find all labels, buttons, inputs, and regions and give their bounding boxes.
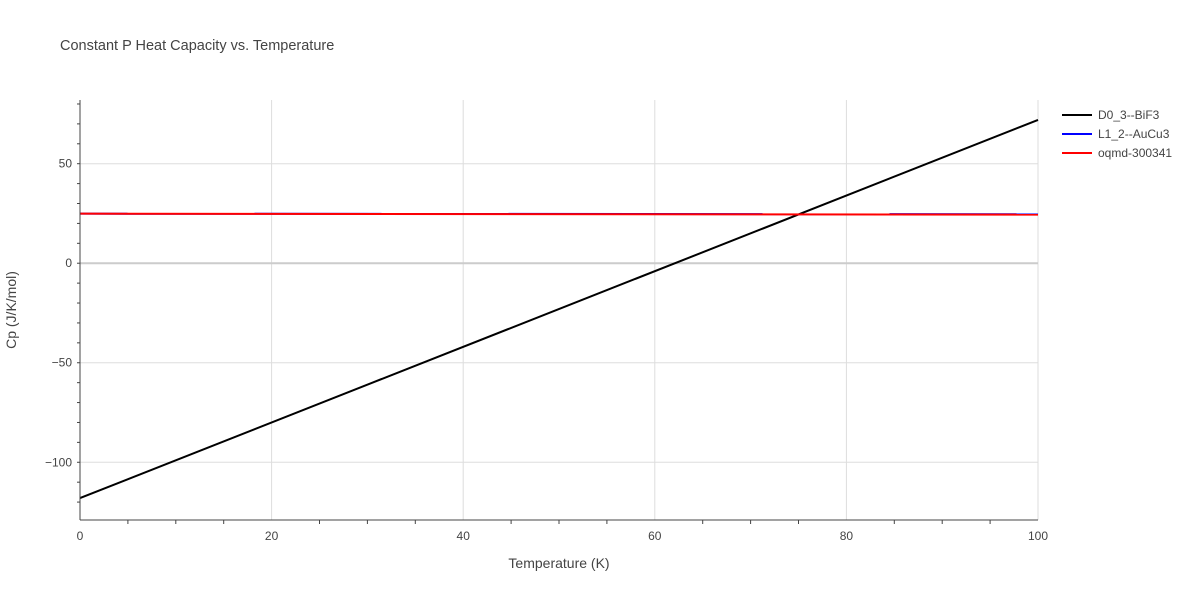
legend-label-2: oqmd-300341 — [1098, 146, 1172, 160]
x-tick-label: 20 — [265, 529, 279, 543]
series-line-0 — [79, 118, 1039, 500]
x-tick-label: 100 — [1028, 529, 1048, 543]
legend-label-1: L1_2--AuCu3 — [1098, 127, 1170, 141]
x-axis-title: Temperature (K) — [508, 555, 609, 571]
y-tick-label: −50 — [52, 356, 73, 370]
y-tick-label: 50 — [59, 157, 73, 171]
series-line-2 — [79, 212, 1039, 216]
x-tick-label: 80 — [840, 529, 854, 543]
chart-title: Constant P Heat Capacity vs. Temperature — [60, 38, 334, 54]
grid — [80, 100, 1039, 520]
y-tick-label: −100 — [45, 455, 72, 469]
series-layer — [79, 118, 1039, 500]
x-tick-label: 0 — [77, 529, 84, 543]
y-tick-label: 0 — [65, 256, 72, 270]
x-tick-label: 40 — [457, 529, 471, 543]
legend: D0_3--BiF3 L1_2--AuCu3 oqmd-300341 — [1062, 108, 1172, 160]
axes: 0 20 40 60 80 100 −100 −50 0 50 — [45, 100, 1048, 543]
y-axis-title: Cp (J/K/mol) — [3, 271, 19, 349]
legend-label-0: D0_3--BiF3 — [1098, 108, 1160, 122]
x-tick-label: 60 — [648, 529, 662, 543]
